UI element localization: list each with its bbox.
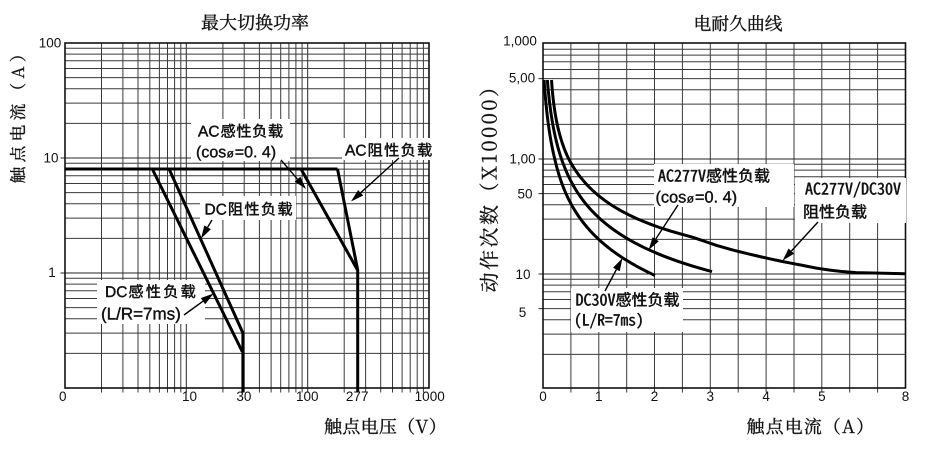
- svg-text:3: 3: [707, 389, 715, 404]
- svg-text:1000: 1000: [415, 389, 445, 404]
- svg-text:5,00: 5,00: [509, 71, 535, 86]
- svg-text:100: 100: [39, 36, 62, 51]
- svg-text:0: 0: [59, 389, 67, 404]
- svg-text:100: 100: [296, 389, 319, 404]
- svg-text:1: 1: [595, 389, 603, 404]
- svg-text:0: 0: [539, 389, 547, 404]
- svg-text:5: 5: [519, 305, 527, 320]
- svg-text:277: 277: [346, 389, 369, 404]
- svg-text:10: 10: [515, 267, 530, 282]
- svg-text:50: 50: [517, 187, 532, 202]
- svg-text:2: 2: [651, 389, 659, 404]
- svg-text:1: 1: [48, 265, 56, 280]
- svg-text:8: 8: [902, 389, 910, 404]
- svg-text:1,00: 1,00: [509, 152, 535, 167]
- svg-text:10: 10: [43, 151, 58, 166]
- svg-text:30: 30: [236, 389, 251, 404]
- svg-text:10: 10: [182, 389, 197, 404]
- svg-text:1,000: 1,000: [503, 34, 537, 49]
- svg-text:4: 4: [762, 389, 770, 404]
- svg-text:5: 5: [818, 389, 826, 404]
